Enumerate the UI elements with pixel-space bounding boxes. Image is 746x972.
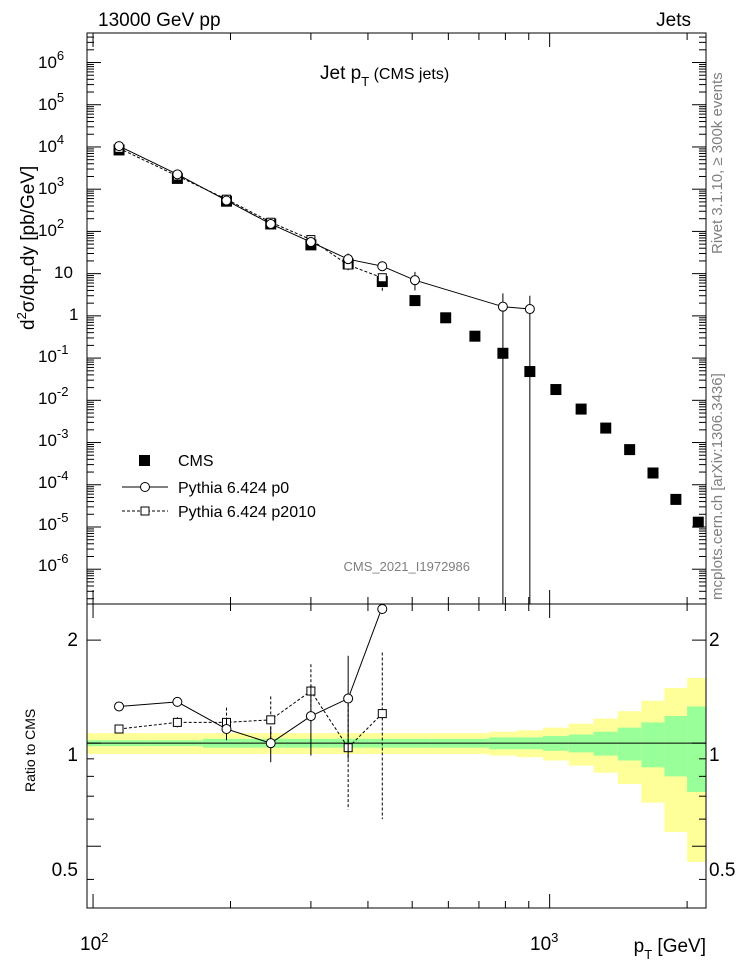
band-inner-bin xyxy=(687,706,706,793)
x-tick-label-100: 102 xyxy=(80,930,108,955)
p0-ratio-marker xyxy=(114,701,125,712)
p0-marker xyxy=(221,195,232,206)
y-tick-1e2: 102 xyxy=(38,216,64,240)
p0-marker xyxy=(343,254,354,265)
energy-label: 13000 GeV pp xyxy=(98,10,221,31)
p0-ratio-marker xyxy=(377,604,388,614)
cms-marker xyxy=(647,467,659,479)
p0-main-line xyxy=(118,145,530,310)
y-tick-1e-4: 10-4 xyxy=(38,468,68,492)
p0-marker xyxy=(114,141,125,152)
ratio-tick-labels: 0.5 1 2 0.5 1 2 xyxy=(52,630,736,881)
ratio-axis-label: Ratio to CMS xyxy=(22,709,38,792)
p2010-marker xyxy=(377,273,387,283)
p2010-ratio-marker xyxy=(266,715,276,725)
p0-ratio-marker xyxy=(305,711,316,722)
cms-marker xyxy=(550,384,562,396)
ratio-tick-2-right: 2 xyxy=(709,630,720,651)
x-axis-label: pT [GeV] xyxy=(634,936,706,962)
y-tick-1e6: 106 xyxy=(38,48,64,72)
p0-ratio-line xyxy=(118,606,383,744)
cms-marker xyxy=(600,422,612,434)
band-inner-bin xyxy=(664,716,688,777)
cms-marker xyxy=(440,312,452,324)
cms-marker xyxy=(497,347,509,359)
y-tick-1e3: 103 xyxy=(38,174,64,198)
p2010-ratio-marker xyxy=(114,724,124,734)
y-tick-1e-6: 10-6 xyxy=(38,551,68,575)
p0-ratio-marker xyxy=(265,738,276,749)
legend-cms-label: CMS xyxy=(178,453,214,470)
y-axis-label: d2σ/dpTdy [pb/GeV] xyxy=(14,166,44,330)
p0-marker xyxy=(524,304,535,315)
p0-marker xyxy=(265,218,276,229)
cms-marker xyxy=(692,516,704,528)
plot-frames xyxy=(86,32,707,909)
analysis-watermark: CMS_2021_I1972986 xyxy=(344,559,471,574)
cms-marker xyxy=(575,403,587,415)
ratio-tick-1-left: 1 xyxy=(67,745,78,766)
y-tick-1e5: 105 xyxy=(38,90,64,114)
p2010-ratio-marker xyxy=(377,709,387,719)
legend-p0-marker xyxy=(140,482,150,492)
ratio-plot-frame xyxy=(86,603,707,909)
axis-ticks xyxy=(87,32,706,908)
mcplots-label: mcplots.cern.ch [arXiv:1306.3436] xyxy=(709,373,726,600)
p0-marker xyxy=(409,275,420,286)
data-markers xyxy=(113,141,704,820)
legend-p2010-label: Pythia 6.424 p2010 xyxy=(178,504,316,521)
ratio-tick-2-left: 2 xyxy=(67,630,78,651)
y-tick-1e-3: 10-3 xyxy=(38,426,68,450)
cms-marker xyxy=(469,330,481,342)
x-tick-label-1000: 103 xyxy=(530,930,558,955)
p2010-ratio-marker xyxy=(172,717,182,727)
p0-marker xyxy=(497,301,508,312)
cms-marker xyxy=(670,493,682,505)
legend: CMS Pythia 6.424 p0 Pythia 6.424 p2010 xyxy=(122,453,316,521)
ratio-tick-0.5-right: 0.5 xyxy=(709,860,735,881)
ratio-tick-1-right: 1 xyxy=(709,745,720,766)
legend-cms-marker xyxy=(139,455,150,466)
p0-marker xyxy=(305,237,316,248)
y-tick-1e-2: 10-2 xyxy=(38,384,68,408)
p0-ratio-marker xyxy=(343,693,354,704)
y-tick-labels: 10-6 10-5 10-4 10-3 10-2 10-1 1 10 102 1… xyxy=(38,48,78,575)
p0-ratio-marker xyxy=(172,696,183,707)
plot-title: Jet pT (CMS jets) xyxy=(320,63,449,89)
y-tick-1e4: 104 xyxy=(38,132,64,156)
rivet-version-label: Rivet 3.1.10, ≥ 300k events xyxy=(709,72,726,254)
legend-p2010-marker xyxy=(140,506,150,516)
legend-p0-label: Pythia 6.424 p0 xyxy=(178,480,289,497)
process-label: Jets xyxy=(656,10,691,31)
y-tick-1e-1: 10-1 xyxy=(38,342,68,366)
cms-marker xyxy=(524,366,536,378)
p0-ratio-marker xyxy=(221,724,232,735)
ratio-tick-0.5-left: 0.5 xyxy=(52,860,78,881)
cms-marker xyxy=(409,295,421,307)
y-tick-1e-5: 10-5 xyxy=(38,510,68,534)
p0-marker xyxy=(172,169,183,180)
y-tick-1: 1 xyxy=(69,305,78,324)
y-tick-10: 10 xyxy=(54,263,73,282)
band-inner-bin xyxy=(617,727,642,761)
p0-marker xyxy=(377,261,388,272)
band-inner-bin xyxy=(641,722,665,768)
cms-marker xyxy=(624,444,636,456)
